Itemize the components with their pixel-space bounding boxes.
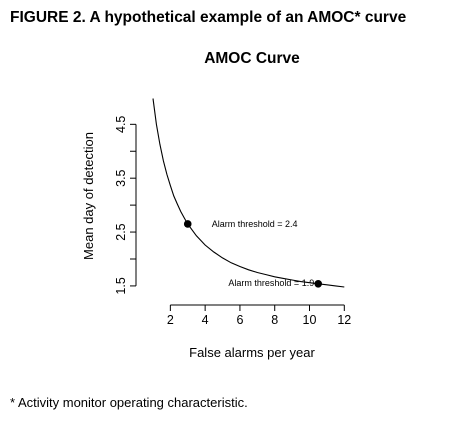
threshold-point [314,279,323,288]
threshold-label: Alarm threshold = 2.4 [212,219,298,229]
x-tick-label: 2 [167,313,174,327]
x-tick-label: 10 [303,313,317,327]
x-tick-label: 4 [202,313,209,327]
y-tick-label: 2.5 [114,223,128,240]
threshold-label: Alarm threshold = 1.9 [228,278,314,288]
figure-title: FIGURE 2. A hypothetical example of an A… [10,9,407,26]
footnote: * Activity monitor operating characteris… [10,395,248,410]
x-tick-label: 6 [236,313,243,327]
y-tick-label: 1.5 [114,277,128,294]
y-tick-label: 3.5 [114,169,128,186]
plot-area: 2 4 6 8 10 12 1.5 2.5 3.5 4.5 Alarm threshold = 2.… [114,98,351,327]
y-tick-label: 4.5 [114,116,128,133]
y-axis-label: Mean day of detection [81,132,96,260]
chart-title: AMOC Curve [204,50,300,67]
x-tick-label: 8 [271,313,278,327]
x-tick-label: 12 [337,313,351,327]
amoc-curve-line [152,98,345,288]
x-axis-label: False alarms per year [189,345,315,360]
threshold-point [183,220,192,228]
